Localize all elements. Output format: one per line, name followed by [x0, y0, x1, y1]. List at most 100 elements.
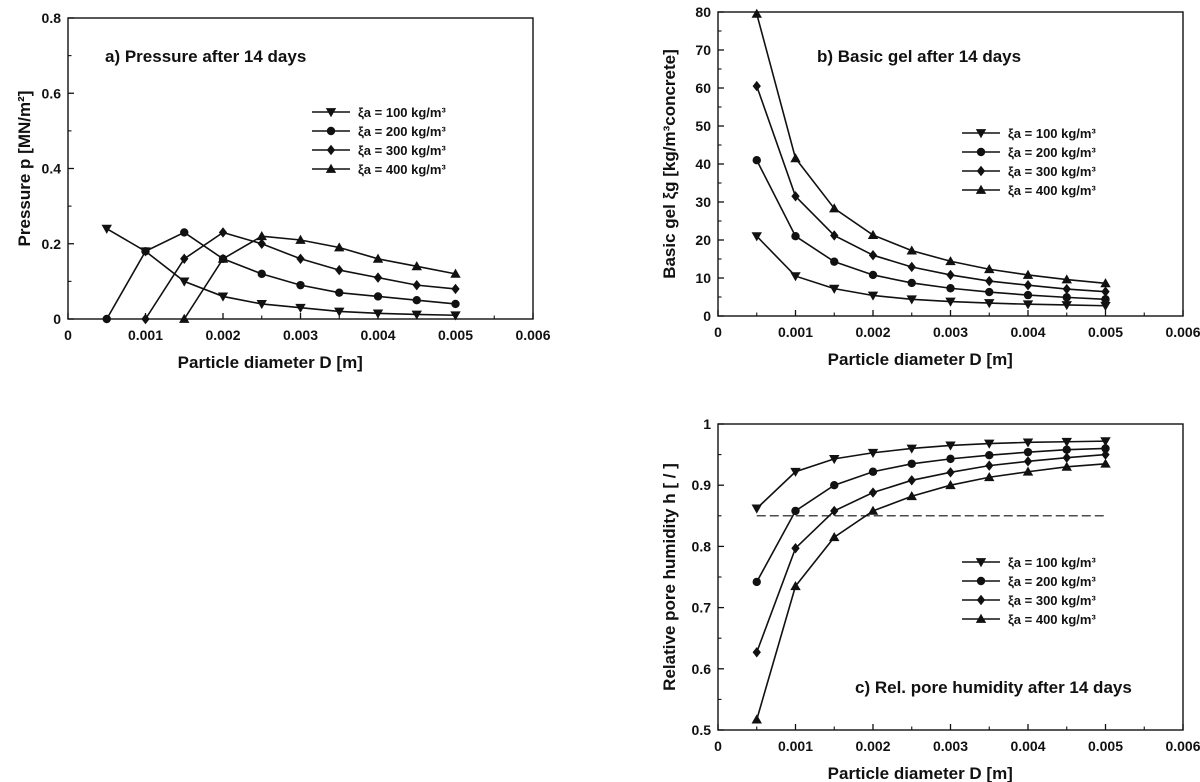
data-point	[296, 280, 305, 290]
data-point	[372, 253, 384, 263]
data-point	[751, 232, 762, 242]
series-line	[183, 235, 456, 320]
legend-marker	[326, 126, 336, 136]
data-point	[790, 153, 801, 163]
series-line	[756, 440, 1106, 510]
data-point	[830, 505, 839, 517]
y-tick-label: 0.8	[692, 538, 712, 554]
legend: ξa = 100 kg/m³ ξa = 200 kg/m³ ξa = 300 kg/…	[962, 555, 1096, 627]
data-point	[450, 268, 461, 278]
data-point	[1023, 280, 1033, 291]
x-tick-label: 0.002	[205, 327, 240, 343]
data-point	[790, 272, 801, 282]
data-point	[179, 313, 190, 323]
data-point	[1100, 301, 1111, 311]
data-point	[334, 307, 345, 317]
data-point	[751, 8, 762, 18]
data-point	[296, 253, 305, 264]
data-point	[751, 714, 762, 724]
series-2	[102, 228, 460, 324]
series-3	[141, 227, 460, 325]
data-point	[946, 454, 955, 464]
y-tick-label: 40	[695, 156, 711, 172]
legend-marker	[975, 184, 987, 194]
chart-panel-2: 0 0.001 0.002 0.003 0.004 0.005 0.006 0 10 20 30 40…	[660, 4, 1200, 369]
y-tick-label: 0.9	[692, 477, 712, 493]
y-tick-label: 0.6	[692, 661, 712, 677]
x-tick-label: 0.003	[933, 738, 968, 754]
series-line	[106, 228, 456, 317]
x-tick-label: 0.001	[128, 327, 163, 343]
data-point	[829, 203, 840, 213]
data-point	[141, 313, 150, 325]
x-tick-label: 0.006	[1165, 324, 1200, 340]
legend-marker	[325, 108, 337, 118]
data-point	[257, 269, 266, 279]
y-tick-label: 0.6	[42, 85, 62, 101]
data-point	[1062, 452, 1071, 463]
data-point	[907, 261, 916, 273]
data-point	[1061, 437, 1072, 447]
data-point	[1100, 437, 1111, 447]
y-tick-label: 1	[703, 416, 711, 432]
x-tick-label: 0.002	[855, 738, 890, 754]
data-point	[907, 475, 916, 486]
legend-marker	[975, 558, 987, 568]
data-point	[830, 481, 839, 490]
data-point	[946, 284, 955, 293]
data-point	[1023, 447, 1033, 457]
legend-marker	[976, 165, 986, 177]
legend-label: ξa = 200 kg/m³	[1008, 145, 1096, 160]
data-point	[180, 228, 189, 237]
data-point	[945, 256, 956, 266]
y-tick-label: 0.4	[42, 161, 62, 177]
data-point	[1062, 445, 1071, 454]
legend-label: ξa = 400 kg/m³	[1008, 183, 1096, 198]
data-point	[1022, 300, 1034, 310]
y-tick-label: 0	[703, 308, 711, 324]
x-axis-title: Particle diameter D [m]	[828, 764, 1013, 782]
data-point	[985, 287, 994, 297]
data-point	[1023, 456, 1033, 467]
series-line	[755, 13, 1106, 285]
data-point	[791, 543, 800, 554]
data-point	[867, 505, 879, 515]
data-point	[906, 295, 917, 305]
y-tick-label: 0.5	[692, 722, 712, 738]
data-point	[1101, 449, 1110, 460]
legend-label: ξa = 200 kg/m³	[1008, 574, 1096, 589]
data-point	[256, 231, 267, 241]
data-point	[257, 238, 266, 249]
data-point	[946, 269, 955, 281]
data-point	[867, 448, 879, 458]
data-point	[1100, 278, 1111, 288]
data-point	[295, 303, 306, 313]
data-point	[141, 247, 150, 256]
data-point	[179, 277, 190, 287]
legend-item: ξa = 100 kg/m³	[962, 126, 1096, 141]
legend-label: ξa = 400 kg/m³	[1008, 612, 1096, 627]
data-point	[790, 467, 801, 477]
data-point	[295, 234, 306, 244]
chart-title: b) Basic gel after 14 days	[817, 47, 1021, 66]
data-point	[335, 264, 344, 276]
x-tick-label: 0.006	[515, 327, 550, 343]
legend-label: ξa = 100 kg/m³	[1008, 555, 1096, 570]
chart-title: c) Rel. pore humidity after 14 days	[855, 678, 1132, 697]
data-point	[752, 156, 761, 165]
x-tick-label: 0	[714, 738, 722, 754]
legend-item: ξa = 300 kg/m³	[962, 164, 1096, 179]
data-point	[984, 472, 995, 482]
data-point	[1022, 438, 1034, 448]
data-point	[218, 227, 228, 238]
data-point	[907, 459, 916, 468]
legend-marker	[976, 147, 986, 157]
data-point	[752, 80, 761, 92]
data-point	[984, 264, 995, 274]
data-point	[1022, 269, 1034, 279]
series-2	[752, 156, 1110, 304]
y-tick-label: 70	[695, 42, 711, 58]
data-point	[868, 250, 878, 261]
y-tick-label: 0.8	[42, 10, 62, 26]
legend-label: ξa = 300 kg/m³	[358, 143, 446, 158]
